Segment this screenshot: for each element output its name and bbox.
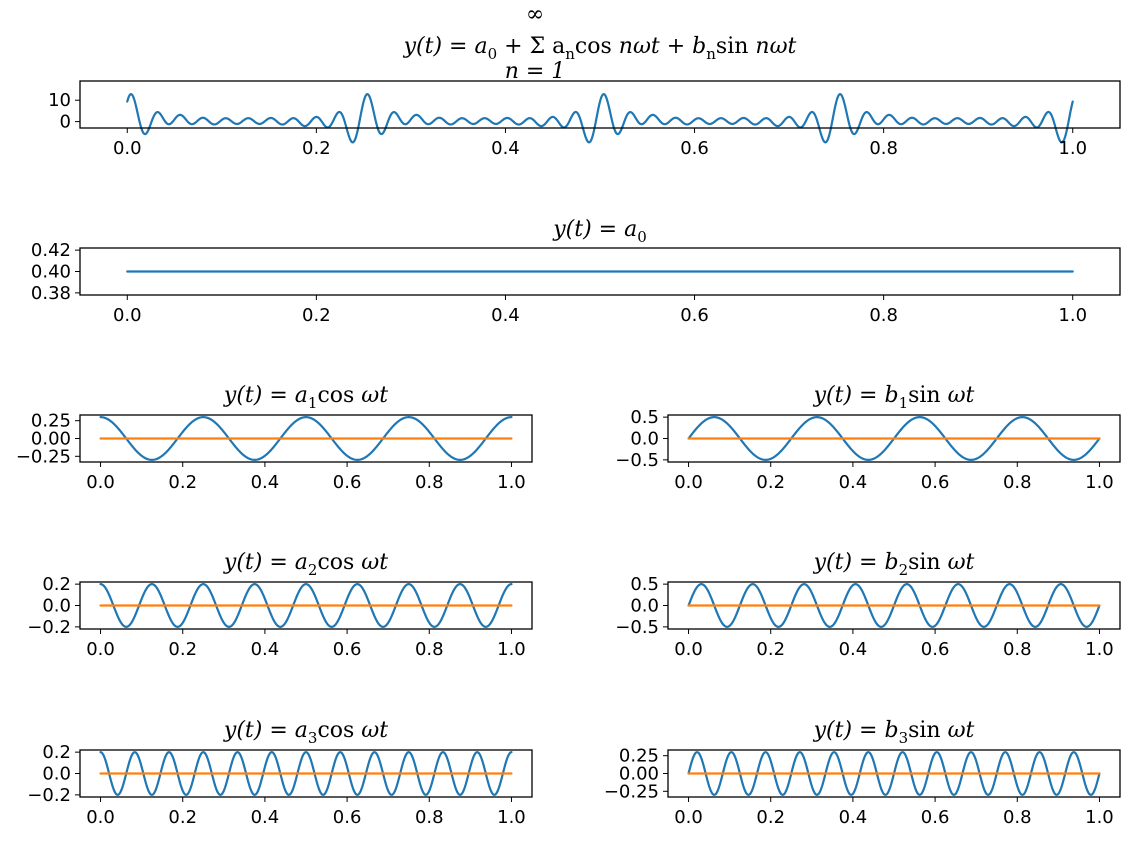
x-tick-label: 1.0 — [497, 807, 526, 828]
x-tick-label: 0.8 — [869, 305, 898, 326]
y-tick-label: 0.5 — [630, 574, 659, 595]
subplot-a3: y(t) = a3cos ωt 0.0 0.2 0.4 0.6 0.8 1.0−0.20.… — [27, 718, 533, 828]
x-tick-label: 0.8 — [415, 472, 444, 493]
x-tick-label: 0.6 — [333, 639, 362, 660]
y-tick-label: −0.2 — [27, 785, 71, 806]
x-tick-label: 0.2 — [756, 807, 785, 828]
x-tick-label: 0.6 — [921, 472, 950, 493]
x-tick-label: 0.0 — [86, 472, 115, 493]
y-tick-label: 0.25 — [619, 746, 659, 767]
sum-lower-limit: n = 1 — [505, 59, 566, 84]
y-tick-label: 0 — [60, 112, 71, 133]
x-tick-label: 0.2 — [756, 639, 785, 660]
x-tick-label: 0.0 — [674, 807, 703, 828]
x-tick-label: 0.4 — [251, 807, 280, 828]
x-tick-label: 1.0 — [1085, 472, 1114, 493]
x-tick-label: 0.8 — [415, 639, 444, 660]
sum-upper-limit: ∞ — [526, 2, 544, 27]
x-tick-label: 0.8 — [869, 138, 898, 159]
x-tick-label: 0.0 — [113, 138, 142, 159]
subplot-title: y(t) = b3sin ωt — [813, 718, 975, 747]
series-line — [99, 416, 513, 461]
subplot-a2: y(t) = a2cos ωt 0.0 0.2 0.4 0.6 0.8 1.0−0.20.… — [27, 550, 533, 660]
x-tick-label: 0.2 — [302, 305, 331, 326]
y-tick-label: 0.0 — [42, 596, 71, 617]
x-tick-label: 0.4 — [491, 138, 520, 159]
x-tick-label: 0.2 — [168, 639, 197, 660]
x-tick-label: 0.4 — [251, 472, 280, 493]
x-tick-label: 0.4 — [839, 807, 868, 828]
subplot-title: y(t) = a0 — [552, 217, 647, 246]
y-tick-label: 0.25 — [31, 411, 71, 432]
subplot-a0: y(t) = a0 0.0 0.2 0.4 0.6 0.8 1.0 0.380.400.42 — [31, 217, 1121, 326]
y-tick-label: −0.2 — [27, 617, 71, 638]
y-tick-label: −0.25 — [16, 446, 71, 467]
axes-frame — [79, 80, 1121, 129]
x-tick-label: 0.6 — [680, 305, 709, 326]
x-tick-label: 0.0 — [86, 639, 115, 660]
subplot-title: y(t) = b1sin ωt — [813, 383, 975, 412]
x-tick-label: 0.8 — [1003, 807, 1032, 828]
subplot-b1: y(t) = b1sin ωt 0.0 0.2 0.4 0.6 0.8 1.0−0.50.… — [615, 383, 1121, 493]
x-tick-label: 0.8 — [1003, 472, 1032, 493]
x-tick-label: 0.4 — [839, 472, 868, 493]
x-tick-label: 0.6 — [333, 807, 362, 828]
x-tick-label: 1.0 — [1085, 639, 1114, 660]
x-tick-label: 0.0 — [86, 807, 115, 828]
y-tick-label: 0.5 — [630, 407, 659, 428]
x-tick-label: 0.8 — [415, 807, 444, 828]
y-tick-label: −0.5 — [615, 617, 659, 638]
y-tick-label: 0.0 — [630, 596, 659, 617]
x-tick-label: 1.0 — [497, 472, 526, 493]
subplot-title: y(t) = a0 + Σ ancos nωt + bnsin nωt — [403, 34, 797, 63]
x-tick-label: 0.4 — [491, 305, 520, 326]
subplot-title: y(t) = a2cos ωt — [223, 550, 388, 579]
subplot-title: y(t) = a1cos ωt — [223, 383, 388, 412]
x-tick-label: 1.0 — [1058, 305, 1087, 326]
x-tick-label: 0.6 — [333, 472, 362, 493]
series-line — [99, 583, 513, 628]
x-tick-label: 0.2 — [168, 472, 197, 493]
x-tick-label: 0.2 — [302, 138, 331, 159]
x-tick-label: 0.0 — [674, 472, 703, 493]
subplot-title: y(t) = a3cos ωt — [223, 718, 388, 747]
y-tick-label: −0.5 — [615, 450, 659, 471]
y-tick-label: 0.0 — [42, 764, 71, 785]
series-line — [126, 93, 1074, 144]
x-tick-label: 0.8 — [1003, 639, 1032, 660]
y-tick-label: 0.42 — [31, 240, 71, 261]
subplot-sum: y(t) = a0 + Σ ancos nωt + bnsin nωt n = … — [48, 2, 1121, 159]
x-tick-label: 0.0 — [674, 639, 703, 660]
subplot-b3: y(t) = b3sin ωt 0.0 0.2 0.4 0.6 0.8 1.0−0.250… — [604, 718, 1121, 828]
x-tick-label: 0.6 — [680, 138, 709, 159]
x-tick-label: 1.0 — [1058, 138, 1087, 159]
subplot-b2: y(t) = b2sin ωt 0.0 0.2 0.4 0.6 0.8 1.0−0.50.… — [615, 550, 1121, 660]
y-tick-label: 0.00 — [619, 764, 659, 785]
y-tick-label: 0.38 — [31, 283, 71, 304]
series-line — [99, 751, 513, 796]
y-tick-label: 0.0 — [630, 429, 659, 450]
y-tick-label: 0.2 — [42, 574, 71, 595]
y-tick-label: 0.2 — [42, 742, 71, 763]
subplot-title: y(t) = b2sin ωt — [813, 550, 975, 579]
x-tick-label: 1.0 — [497, 639, 526, 660]
x-tick-label: 0.4 — [251, 639, 280, 660]
x-tick-label: 0.6 — [921, 639, 950, 660]
y-tick-label: −0.25 — [604, 781, 659, 802]
x-tick-label: 0.0 — [113, 305, 142, 326]
x-tick-label: 0.4 — [839, 639, 868, 660]
y-tick-label: 10 — [48, 90, 71, 111]
y-tick-label: 0.00 — [31, 429, 71, 450]
x-tick-label: 0.2 — [756, 472, 785, 493]
subplot-a1: y(t) = a1cos ωt 0.0 0.2 0.4 0.6 0.8 1.0−0.250… — [16, 383, 533, 493]
x-tick-label: 0.6 — [921, 807, 950, 828]
x-tick-label: 1.0 — [1085, 807, 1114, 828]
y-tick-label: 0.40 — [31, 262, 71, 283]
x-tick-label: 0.2 — [168, 807, 197, 828]
